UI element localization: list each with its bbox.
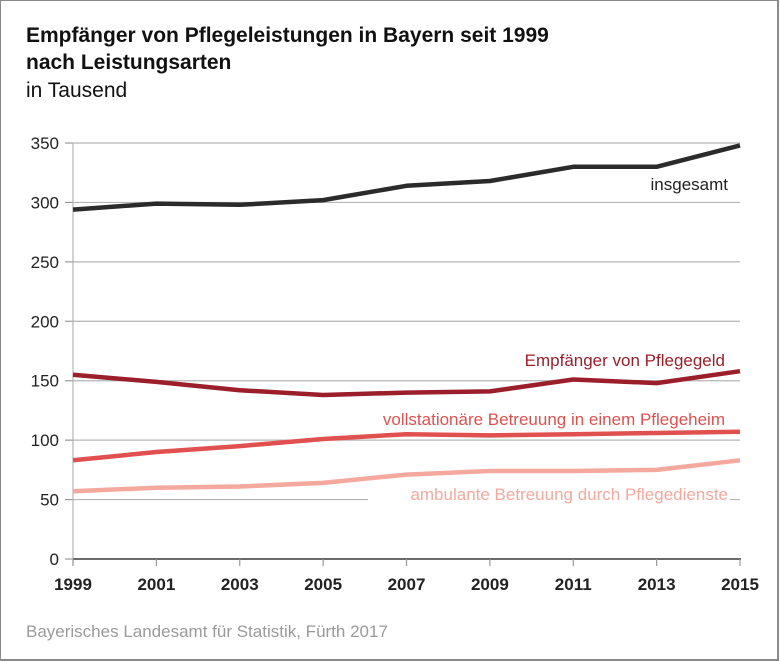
x-tick-label: 2013	[638, 575, 676, 594]
chart-title: Empfänger von Pflegeleistungen in Bayern…	[26, 22, 549, 76]
x-tick-label: 1999	[54, 575, 92, 594]
title-line-2: nach Leistungsarten	[26, 51, 232, 74]
y-tick-label: 350	[31, 134, 59, 153]
y-tick-label: 200	[31, 312, 59, 331]
title-line-1: Empfänger von Pflegeleistungen in Bayern…	[26, 24, 549, 47]
label-pflegegeld: Empfänger von Pflegegeld	[525, 351, 725, 370]
label-ambulant: ambulante Betreuung durch Pflegedienste	[410, 485, 728, 504]
series-line-pflegegeld	[72, 368, 741, 398]
series-line-insgesamt	[72, 143, 741, 212]
y-tick-label: 150	[31, 372, 59, 391]
chart-subtitle: in Tausend	[26, 79, 128, 102]
y-tick-label: 300	[31, 193, 59, 212]
x-tick-label: 2015	[721, 575, 759, 594]
series-line-vollstationaer	[72, 429, 741, 463]
y-tick-label: 0	[50, 550, 59, 569]
x-tick-label: 2011	[555, 575, 592, 594]
label-insgesamt: insgesamt	[651, 175, 729, 194]
source-note: Bayerisches Landesamt für Statistik, Für…	[26, 622, 388, 641]
series-line-ambulant	[72, 458, 741, 494]
label-vollstationaer: vollstationäre Betreuung in einem Pflege…	[383, 410, 725, 429]
y-tick-label: 250	[31, 253, 59, 272]
y-tick-label: 50	[40, 491, 59, 510]
y-tick-label: 100	[31, 431, 59, 450]
x-tick-label: 2005	[304, 575, 342, 594]
label-background	[368, 488, 730, 508]
x-tick-label: 2009	[471, 575, 509, 594]
x-tick-label: 2007	[388, 575, 426, 594]
x-tick-label: 2001	[137, 575, 175, 594]
x-tick-label: 2003	[221, 575, 259, 594]
